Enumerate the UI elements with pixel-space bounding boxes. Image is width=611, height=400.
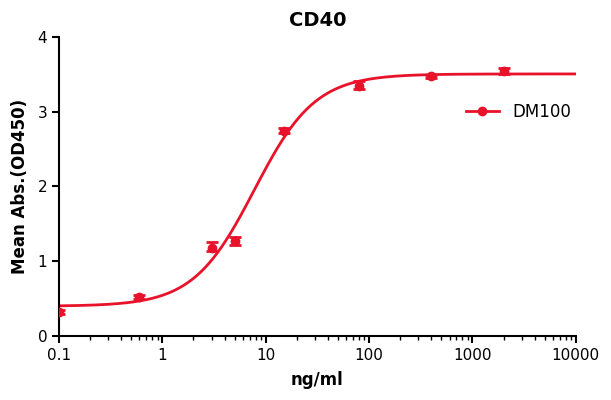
- Title: CD40: CD40: [288, 11, 346, 30]
- Y-axis label: Mean Abs.(OD450): Mean Abs.(OD450): [11, 99, 29, 274]
- X-axis label: ng/ml: ng/ml: [291, 371, 344, 389]
- Legend: DM100: DM100: [459, 96, 578, 128]
